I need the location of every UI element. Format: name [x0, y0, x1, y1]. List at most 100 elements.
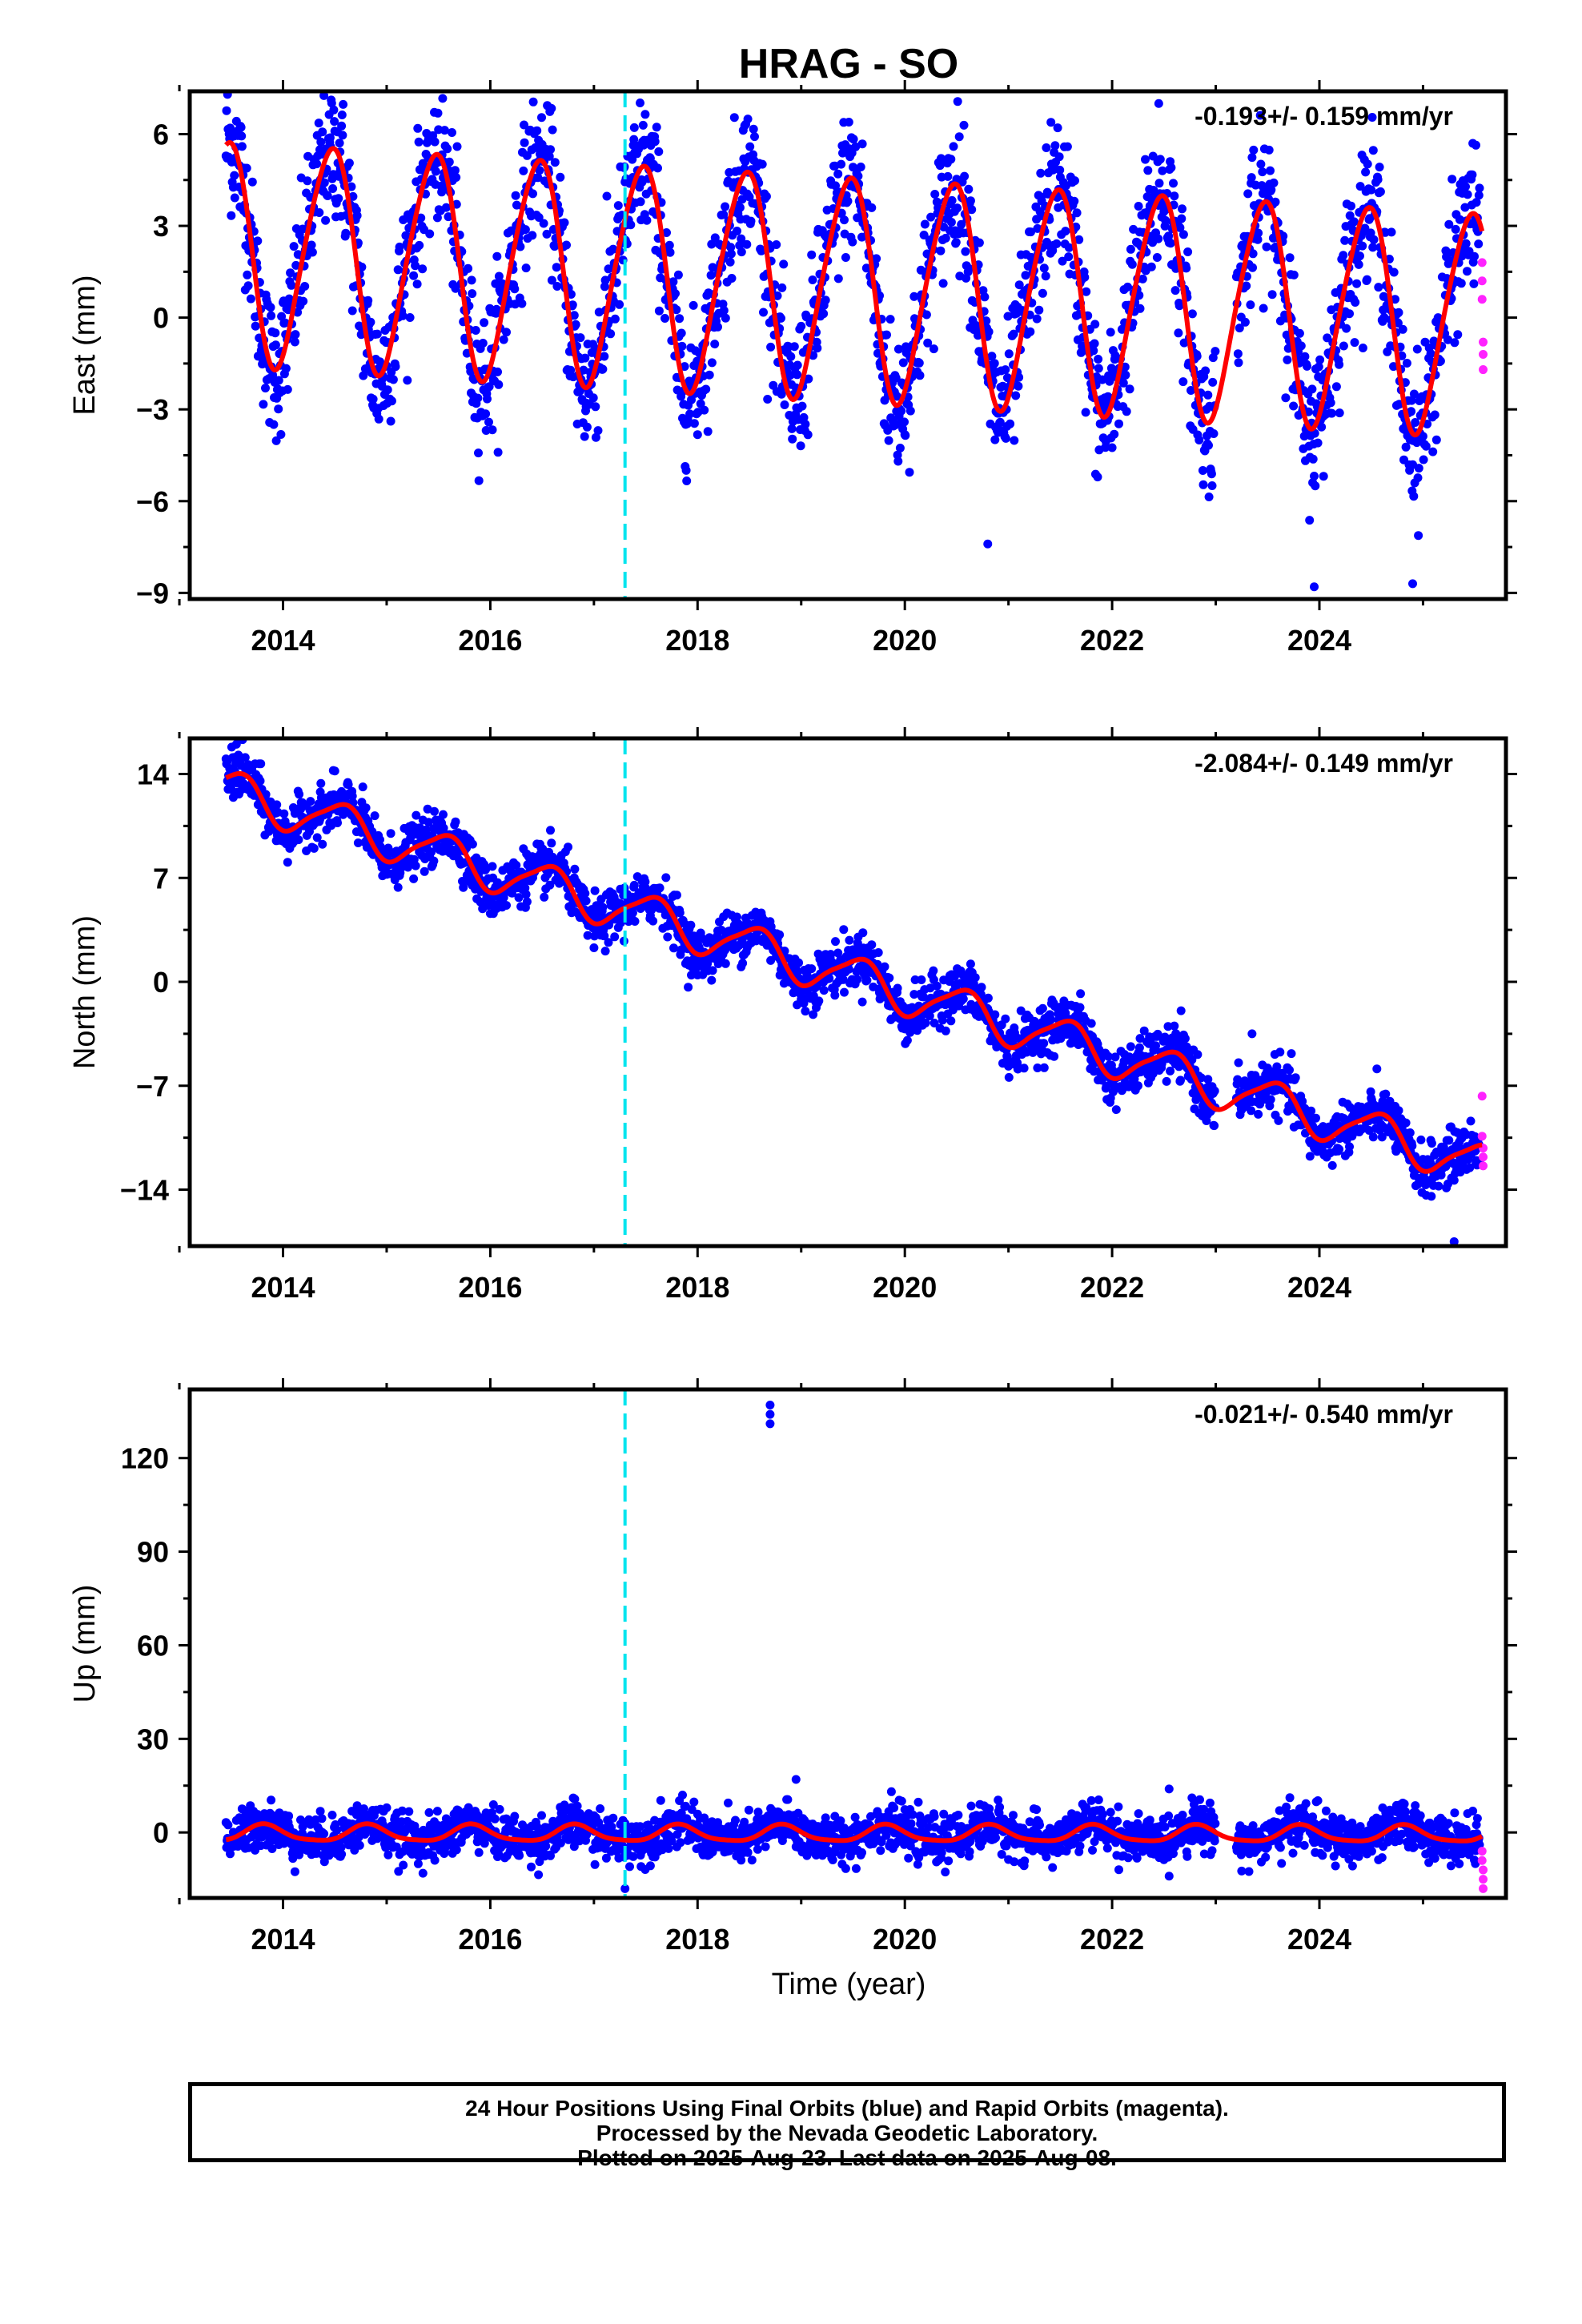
final-orbit-point [1152, 253, 1162, 262]
final-orbit-point [941, 1026, 950, 1035]
final-orbit-point [290, 337, 299, 347]
final-orbit-point [1107, 443, 1117, 452]
final-orbit-point [405, 313, 415, 322]
final-orbit-point [352, 211, 362, 220]
final-orbit-point [737, 234, 746, 243]
final-orbit-point [826, 950, 836, 959]
final-orbit-point [1234, 1058, 1243, 1068]
final-orbit-point [721, 202, 730, 211]
final-orbit-point [450, 166, 460, 175]
final-orbit-point [1254, 228, 1263, 238]
final-orbit-point [1014, 280, 1024, 290]
final-orbit-point [476, 897, 485, 907]
final-orbit-point [648, 916, 658, 926]
final-orbit-point [1421, 441, 1431, 451]
final-orbit-point [626, 220, 636, 230]
x-tick-label: 2014 [251, 1271, 315, 1304]
final-orbit-point [1093, 472, 1102, 482]
final-orbit-point [804, 374, 813, 384]
final-orbit-point [1240, 317, 1250, 327]
final-orbit-point [1335, 360, 1344, 369]
final-orbit-point [661, 314, 669, 323]
final-orbit-point [438, 94, 448, 103]
final-orbit-point [391, 362, 400, 372]
final-orbit-point [464, 263, 473, 273]
final-orbit-point [970, 973, 980, 983]
final-orbit-point [1174, 301, 1184, 311]
final-orbit-point [1342, 324, 1351, 333]
final-orbit-point [1303, 361, 1311, 371]
final-orbit-point [851, 142, 861, 151]
final-orbit-point [1289, 270, 1299, 279]
final-orbit-point [243, 281, 253, 291]
final-orbit-point [867, 940, 877, 950]
final-orbit-point [1176, 1076, 1185, 1085]
final-orbit-point [548, 125, 557, 135]
final-orbit-point [474, 476, 484, 485]
final-orbit-point [1011, 391, 1021, 400]
final-orbit-point [738, 959, 748, 968]
final-orbit-point [833, 948, 843, 958]
final-orbit-point [1076, 989, 1086, 999]
final-orbit-point [1235, 324, 1244, 333]
final-orbit-point [743, 115, 753, 124]
final-orbit-point [1146, 262, 1156, 271]
final-orbit-point [411, 861, 420, 870]
final-orbit-point [1174, 328, 1183, 338]
final-orbit-point [1317, 422, 1327, 432]
y-tick-label: 0 [153, 966, 169, 999]
final-orbit-point [737, 247, 746, 257]
final-orbit-point [1081, 408, 1090, 417]
final-orbit-point [707, 239, 717, 249]
final-orbit-point [358, 782, 367, 792]
y-axis-label: East (mm) [68, 275, 102, 415]
final-orbit-point [1401, 1118, 1411, 1128]
final-orbit-point [1271, 197, 1280, 207]
final-orbit-point [579, 365, 588, 375]
final-orbit-point [339, 99, 348, 109]
final-orbit-point [1258, 167, 1267, 177]
final-orbit-point [333, 818, 342, 827]
final-orbit-point [552, 263, 561, 272]
final-orbit-point [403, 376, 412, 385]
final-orbit-point [1369, 235, 1379, 244]
final-orbit-point [917, 975, 926, 984]
final-orbit-point [1246, 300, 1255, 310]
final-orbit-point [230, 193, 239, 203]
final-orbit-point [237, 142, 247, 151]
final-orbit-point [547, 103, 556, 113]
final-orbit-point [844, 118, 853, 127]
final-orbit-point [492, 251, 502, 261]
final-orbit-point [1162, 1076, 1171, 1086]
final-orbit-point [372, 329, 382, 339]
final-orbit-point [801, 1007, 810, 1016]
final-orbit-point [914, 358, 924, 368]
final-orbit-point [757, 246, 766, 255]
final-orbit-point [318, 839, 327, 849]
final-orbit-point [936, 246, 946, 255]
final-orbit-point [787, 424, 797, 433]
final-orbit-point [1375, 187, 1385, 196]
final-orbit-point [727, 274, 737, 283]
final-orbit-point [793, 360, 802, 370]
final-orbit-point [1207, 469, 1216, 479]
final-orbit-point [987, 352, 997, 361]
velocity-rate-label: -2.084+/- 0.149 mm/yr [1195, 749, 1453, 778]
final-orbit-point [1466, 1116, 1476, 1126]
final-orbit-point [1285, 1065, 1294, 1075]
final-orbit-point [344, 159, 354, 168]
final-orbit-point [833, 274, 843, 283]
final-orbit-point [343, 780, 353, 790]
final-orbit-point [675, 908, 685, 918]
final-orbit-point [759, 308, 768, 317]
final-orbit-point [484, 382, 494, 392]
final-orbit-point [1430, 410, 1439, 420]
final-orbit-point [669, 277, 678, 287]
final-orbit-point [926, 212, 936, 222]
final-orbit-point [1021, 271, 1030, 280]
final-orbit-point [396, 864, 405, 874]
final-orbit-point [459, 883, 468, 892]
final-orbit-point [1315, 355, 1325, 364]
final-orbit-point [1001, 433, 1010, 443]
